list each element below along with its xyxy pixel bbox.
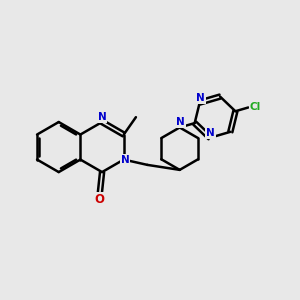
Text: N: N bbox=[98, 112, 106, 122]
Text: N: N bbox=[176, 117, 185, 127]
Text: N: N bbox=[196, 92, 205, 103]
Text: N: N bbox=[121, 155, 129, 165]
Text: N: N bbox=[206, 128, 215, 138]
Text: Cl: Cl bbox=[250, 103, 261, 112]
Text: O: O bbox=[95, 193, 105, 206]
